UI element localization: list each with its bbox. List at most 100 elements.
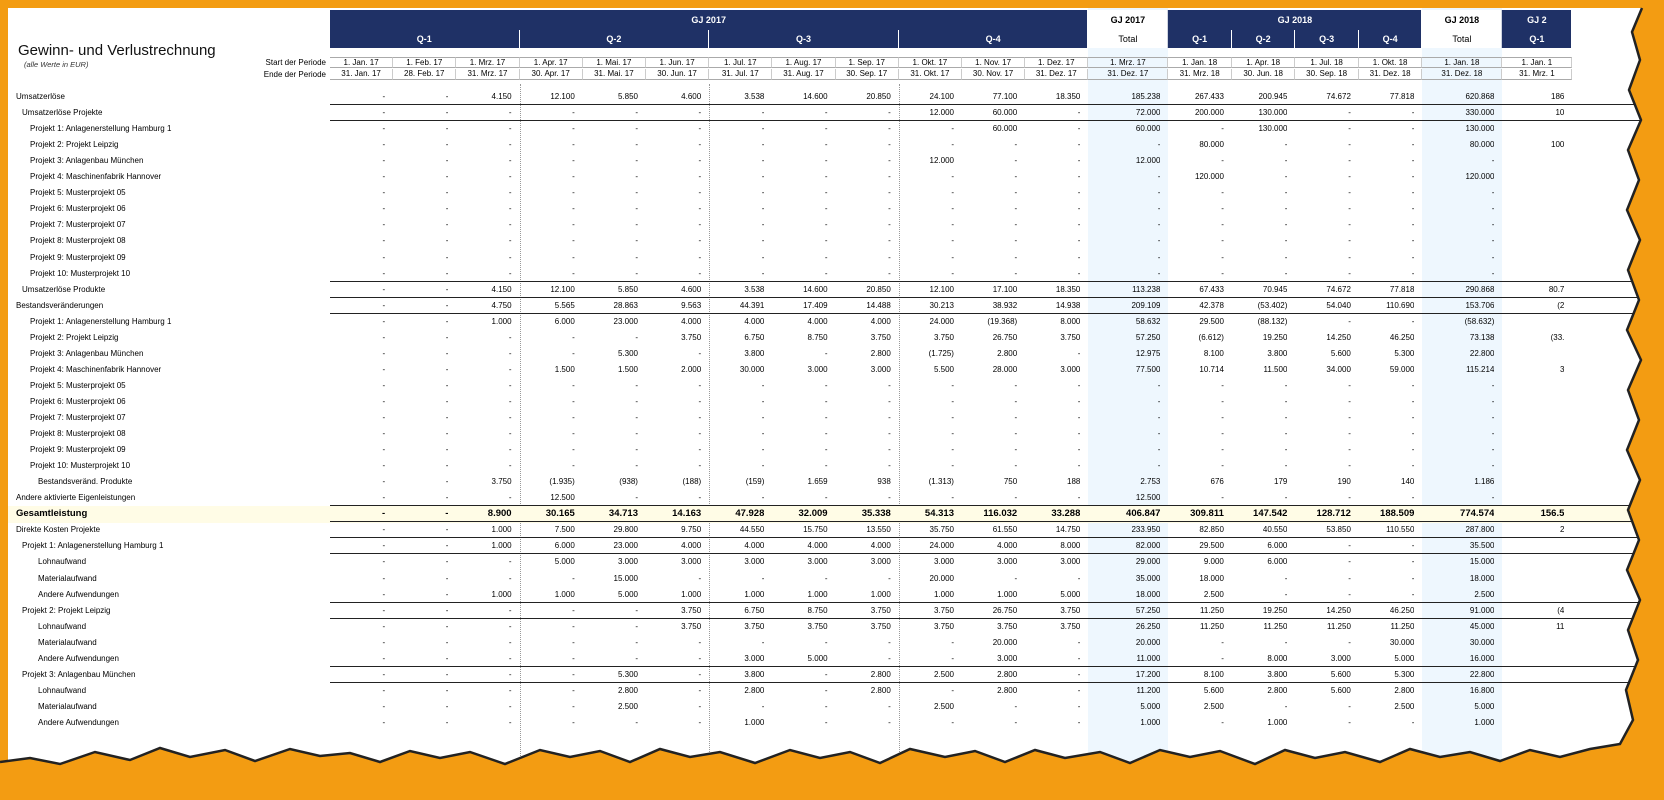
cell-value[interactable]: - (1348, 108, 1351, 118)
cell-value[interactable]: 8.900 (487, 508, 512, 520)
cell-value[interactable]: - (1077, 108, 1081, 118)
cell-value[interactable]: 1.000 (744, 717, 765, 727)
cell-value[interactable]: 40.550 (1262, 525, 1288, 535)
cell-value[interactable]: - (698, 717, 702, 727)
cell-value[interactable]: 2.800 (617, 685, 638, 695)
cell-value[interactable]: - (1221, 156, 1224, 166)
cell-value[interactable]: (33. (1550, 332, 1565, 342)
cell-value[interactable]: 1.000 (997, 589, 1018, 599)
cell-value[interactable]: 6.000 (554, 541, 575, 551)
row-label[interactable]: Gesamtleistung (16, 508, 88, 520)
cell-value[interactable]: - (698, 188, 702, 198)
cell-value[interactable]: (188) (682, 477, 702, 487)
cell-value[interactable]: 2.800 (870, 685, 891, 695)
cell-value[interactable]: 9.563 (681, 300, 702, 310)
cell-value[interactable]: 3.000 (870, 557, 891, 567)
cell-value[interactable]: - (382, 396, 386, 406)
cell-value[interactable]: - (572, 621, 575, 631)
cell-value[interactable]: - (698, 268, 702, 278)
cell-value[interactable]: 1.000 (1474, 717, 1495, 727)
cell-value[interactable]: 30.000 (739, 364, 765, 374)
cell-value[interactable]: 28.000 (992, 364, 1018, 374)
cell-value[interactable]: - (508, 717, 512, 727)
cell-value[interactable]: - (824, 429, 828, 439)
cell-value[interactable]: 3.750 (744, 621, 765, 631)
cell-value[interactable]: - (1284, 172, 1288, 182)
cell-value[interactable]: - (698, 653, 702, 663)
cell-value[interactable]: 3.750 (1060, 605, 1081, 615)
cell-value[interactable]: - (635, 108, 638, 118)
cell-value[interactable]: - (1348, 380, 1351, 390)
cell-value[interactable]: 60.000 (992, 108, 1018, 118)
row-label[interactable]: Lohnaufwand (38, 621, 87, 631)
cell-value[interactable]: 3.000 (807, 557, 828, 567)
cell-value[interactable]: 185.238 (1131, 92, 1161, 101)
cell-value[interactable]: - (1348, 413, 1351, 422)
cell-value[interactable]: - (824, 717, 828, 727)
cell-value[interactable]: 190 (1337, 477, 1351, 487)
cell-value[interactable]: - (1348, 172, 1351, 182)
cell-value[interactable]: - (445, 220, 449, 230)
cell-value[interactable]: - (761, 493, 765, 503)
cell-value[interactable]: - (824, 493, 828, 503)
cell-value[interactable]: - (1014, 493, 1018, 503)
cell-value[interactable]: - (1077, 140, 1081, 150)
cell-value[interactable]: 5.600 (1330, 685, 1351, 695)
cell-value[interactable]: - (572, 124, 575, 134)
cell-value[interactable]: - (382, 220, 386, 230)
cell-value[interactable]: - (1014, 268, 1018, 278)
cell-value[interactable]: - (1077, 204, 1081, 214)
cell-value[interactable]: 1.186 (1474, 477, 1495, 487)
cell-value[interactable]: - (824, 156, 828, 166)
cell-value[interactable]: - (761, 124, 765, 134)
cell-value[interactable]: 60.000 (992, 124, 1018, 134)
cell-value[interactable]: 12.100 (929, 284, 954, 294)
cell-value[interactable]: 1.000 (870, 589, 891, 599)
cell-value[interactable]: 4.000 (807, 541, 828, 551)
cell-value[interactable]: 67.433 (1199, 284, 1224, 294)
cell-value[interactable]: - (951, 140, 954, 150)
cell-value[interactable]: - (1348, 557, 1351, 567)
row-label[interactable]: Lohnaufwand (38, 685, 87, 695)
cell-value[interactable]: 23.000 (613, 316, 638, 326)
row-label[interactable]: Bestandsveränd. Produkte (38, 477, 133, 487)
cell-value[interactable]: - (572, 108, 575, 118)
cell-value[interactable]: - (382, 429, 386, 439)
cell-value[interactable]: - (951, 220, 954, 230)
cell-value[interactable]: - (1014, 413, 1018, 422)
cell-value[interactable]: 30.000 (1389, 637, 1415, 647)
cell-value[interactable]: - (824, 108, 828, 118)
cell-value[interactable]: 4.000 (997, 541, 1018, 551)
cell-value[interactable]: - (1411, 589, 1415, 599)
cell-value[interactable]: 147.542 (1253, 508, 1288, 520)
cell-value[interactable]: 6.000 (554, 316, 575, 326)
cell-value[interactable]: 42.378 (1199, 300, 1224, 310)
cell-value[interactable]: - (382, 108, 386, 118)
cell-value[interactable]: - (951, 429, 954, 439)
cell-value[interactable]: - (445, 477, 449, 487)
cell-value[interactable]: 11 (1556, 621, 1565, 631)
cell-value[interactable]: - (508, 380, 512, 390)
row-label[interactable]: Projekt 1: Anlagenerstellung Hamburg 1 (30, 316, 172, 326)
cell-value[interactable]: - (1284, 589, 1288, 599)
cell-value[interactable]: 267.433 (1194, 92, 1224, 101)
cell-value[interactable]: - (572, 413, 575, 422)
cell-value[interactable]: - (445, 541, 449, 551)
cell-value[interactable]: - (761, 236, 765, 246)
cell-value[interactable]: 774.574 (1460, 508, 1495, 520)
cell-value[interactable]: 24.100 (929, 92, 954, 101)
cell-value[interactable]: - (1491, 220, 1495, 230)
cell-value[interactable]: - (698, 348, 702, 358)
cell-value[interactable]: - (382, 477, 386, 487)
cell-value[interactable]: 11.250 (1390, 621, 1415, 631)
cell-value[interactable]: - (1348, 396, 1351, 406)
cell-value[interactable]: 30.000 (1469, 637, 1495, 647)
cell-value[interactable]: - (761, 429, 765, 439)
cell-value[interactable]: 18.350 (1055, 284, 1081, 294)
cell-value[interactable]: 5.850 (617, 92, 638, 101)
cell-value[interactable]: 11.250 (1200, 605, 1224, 615)
cell-value[interactable]: 200.000 (1194, 108, 1224, 118)
cell-value[interactable]: 26.750 (992, 332, 1018, 342)
cell-value[interactable]: - (888, 268, 891, 278)
cell-value[interactable]: - (382, 589, 386, 599)
